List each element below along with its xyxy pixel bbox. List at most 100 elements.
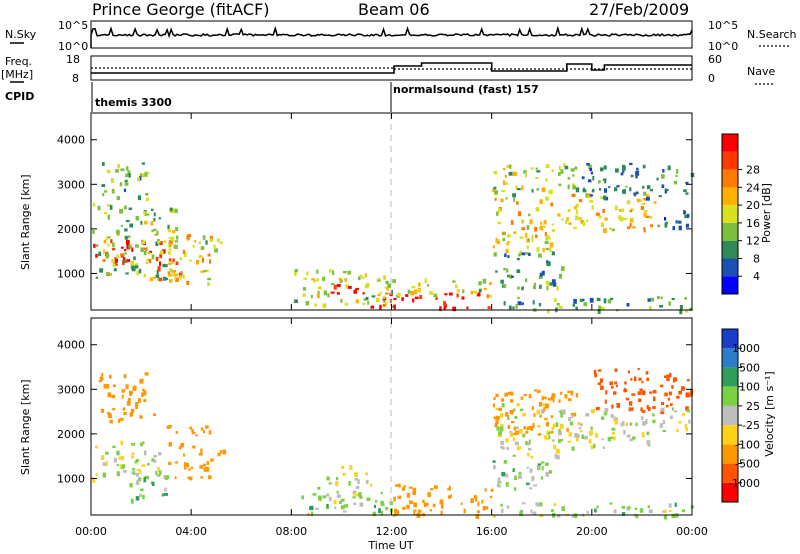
heatmap-cell	[669, 403, 673, 406]
heatmap-cell	[518, 428, 523, 434]
heatmap-cell	[501, 403, 505, 408]
velocity-y-label: Slant Range [km]	[19, 379, 32, 475]
heatmap-cell	[500, 503, 503, 507]
heatmap-cell	[610, 414, 614, 418]
heatmap-cell	[316, 278, 319, 282]
heatmap-cell	[683, 189, 687, 193]
heatmap-cell	[516, 201, 519, 205]
heatmap-cell	[169, 268, 172, 271]
colorbar-swatch	[722, 405, 738, 426]
heatmap-cell	[393, 508, 398, 514]
heatmap-cell	[163, 493, 168, 496]
heatmap-cell	[353, 289, 357, 294]
heatmap-cell	[414, 289, 418, 295]
heatmap-cell	[529, 468, 533, 473]
nsky-label: N.Sky	[5, 28, 37, 41]
heatmap-cell	[153, 459, 157, 463]
heatmap-cell	[653, 201, 657, 204]
heatmap-cell	[628, 407, 631, 412]
heatmap-cell	[519, 236, 524, 239]
heatmap-cell	[125, 260, 128, 263]
heatmap-cell	[649, 189, 654, 192]
heatmap-cell	[363, 298, 367, 301]
colorbar-tick-label: -100	[735, 438, 760, 451]
heatmap-cell	[129, 391, 132, 396]
heatmap-cell	[512, 408, 516, 412]
heatmap-cell	[92, 229, 95, 234]
heatmap-cell	[564, 394, 568, 399]
heatmap-cell	[478, 292, 481, 297]
heatmap-cell	[521, 252, 526, 256]
heatmap-cell	[103, 239, 107, 244]
heatmap-cell	[167, 273, 172, 277]
heatmap-cell	[463, 508, 466, 514]
heatmap-cell	[114, 258, 118, 263]
heatmap-cell	[647, 505, 650, 509]
heatmap-cell	[618, 215, 622, 220]
heatmap-cell	[128, 244, 132, 249]
heatmap-cell	[600, 385, 604, 390]
heatmap-cell	[567, 176, 571, 180]
heatmap-cell	[570, 421, 574, 426]
heatmap-cell	[496, 211, 499, 216]
colorbar-swatch	[722, 348, 738, 368]
heatmap-cell	[121, 394, 124, 399]
heatmap-cell	[516, 446, 520, 451]
heatmap-cell	[504, 253, 507, 258]
heatmap-cell	[533, 282, 537, 286]
heatmap-cell	[561, 506, 565, 512]
heatmap-cell	[657, 224, 661, 228]
heatmap-cell	[591, 189, 595, 193]
y-tick-label: 1000	[57, 472, 85, 485]
heatmap-cell	[179, 275, 182, 280]
heatmap-cell	[106, 271, 110, 277]
heatmap-cell	[666, 374, 670, 379]
heatmap-cell	[128, 235, 131, 239]
heatmap-cell	[378, 508, 382, 514]
heatmap-cell	[192, 445, 196, 449]
heatmap-cell	[660, 407, 665, 412]
heatmap-cell	[135, 402, 139, 407]
heatmap-cell	[609, 502, 613, 505]
heatmap-cell	[116, 464, 120, 467]
heatmap-cell	[489, 495, 493, 499]
heatmap-cell	[128, 207, 133, 211]
heatmap-cell	[621, 421, 625, 426]
heatmap-cell	[466, 306, 469, 310]
heatmap-cell	[101, 373, 104, 377]
nsky-trace	[90, 25, 693, 48]
heatmap-cell	[129, 483, 133, 488]
heatmap-cell	[578, 216, 583, 221]
heatmap-cell	[639, 508, 644, 513]
date-title: 27/Feb/2009	[589, 0, 689, 19]
heatmap-cell	[634, 507, 638, 510]
power-y-ticks: 1000 2000 3000 4000	[57, 134, 692, 280]
heatmap-cell	[201, 257, 205, 263]
heatmap-cell	[516, 403, 520, 407]
colorbar-tick-label: 16	[746, 217, 760, 230]
heatmap-cell	[682, 509, 686, 513]
heatmap-cell	[144, 247, 148, 251]
heatmap-cell	[523, 426, 527, 430]
heatmap-cell	[349, 465, 353, 470]
heatmap-cell	[539, 514, 544, 518]
heatmap-cell	[202, 235, 206, 240]
heatmap-cell	[519, 250, 522, 255]
heatmap-cell	[143, 399, 147, 402]
heatmap-cell	[557, 514, 561, 518]
heatmap-cell	[294, 269, 298, 273]
heatmap-cell	[552, 229, 556, 232]
heatmap-cell	[411, 286, 416, 289]
heatmap-cell	[643, 210, 648, 213]
heatmap-cell	[501, 398, 505, 402]
heatmap-cell	[188, 468, 191, 471]
heatmap-cell	[604, 217, 608, 221]
cpid-label: CPID	[5, 90, 34, 103]
heatmap-cell	[582, 221, 586, 226]
heatmap-cell	[138, 469, 142, 475]
heatmap-cell	[167, 224, 170, 230]
heatmap-cell	[118, 456, 123, 460]
heatmap-cell	[175, 261, 179, 265]
colorbar-frame	[721, 328, 739, 503]
heatmap-cell	[102, 462, 106, 466]
